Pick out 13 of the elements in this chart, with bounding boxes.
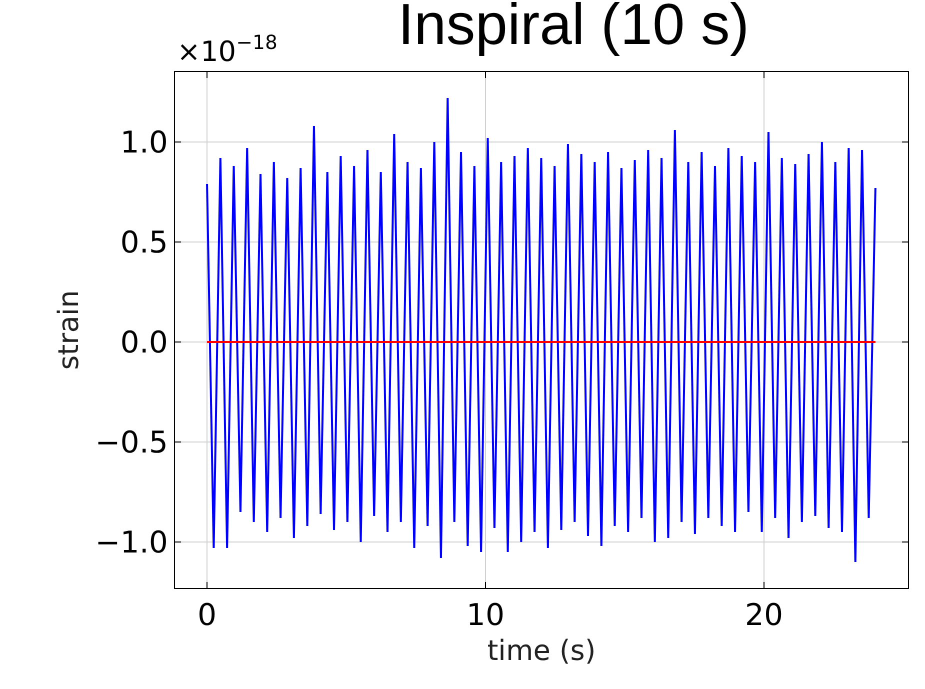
y-tick-label: −1.0 [95,526,168,560]
text: ×10$^{−18}$ [177,31,278,68]
y-tick-label: 0.0 [120,326,168,360]
x-axis-title: time (s) [487,634,596,668]
line-series [206,97,876,563]
x-tick-label: 20 [744,598,784,633]
y-tick-label: 0.5 [120,226,168,260]
chart-title: Inspiral (10 s) [398,0,750,58]
y-axis-title: strain [52,290,85,370]
x-tick-label: 0 [197,598,217,633]
y-tick-label: −0.5 [95,426,168,460]
y-tick-label: 1.0 [120,126,168,160]
x-tick-label: 10 [466,598,505,633]
